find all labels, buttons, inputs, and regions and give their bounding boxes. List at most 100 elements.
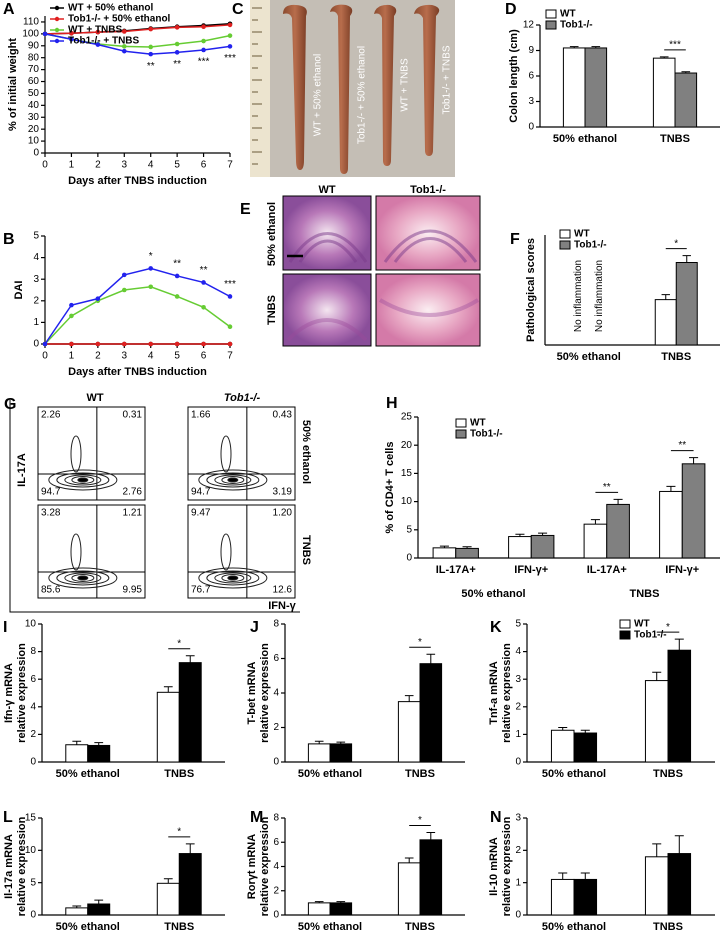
bar [550,878,575,916]
contour [198,469,268,491]
x-tick-label: TNBS [661,351,691,363]
group-label: 50% ethanol [461,588,525,600]
y-axis-label: T-bet mRNA [246,661,258,724]
point [174,41,180,47]
bar [307,902,331,916]
x-axis-label: Days after TNBS induction [68,366,207,378]
error-bar [185,843,195,854]
y-tick-label: 5 [30,877,36,888]
bar [530,534,555,559]
y-axis-label: Tnf-a mRNA [488,661,500,725]
x-tick-label: IFN-γ+ [665,564,699,576]
point [95,42,101,47]
bar [584,47,608,128]
x-tick-label: IL-17A+ [436,564,476,576]
y-tick-label: 2 [273,885,279,896]
quadrant-value: 2.26 [41,410,61,421]
bar [674,72,698,128]
x-tick-label: TNBS [653,768,683,780]
y-tick-label: 0 [273,757,279,768]
y-axis-label: relative expression [501,816,513,916]
series-line [44,24,231,35]
legend-swatch [455,429,467,439]
error-bar [569,46,579,48]
point [148,51,154,57]
bar [397,862,421,916]
bar [573,732,598,763]
bar [652,57,676,128]
point [121,44,127,49]
y-axis-label: Ifn-γ mRNA [3,663,15,723]
error-bar [674,638,684,651]
point [121,287,127,293]
bar [562,47,586,128]
panel-letter: H [386,395,398,412]
photo-label: WT + 50% ethanol [313,54,324,136]
bar [156,882,180,916]
error-bar [72,905,82,908]
y-tick-label: 25 [401,412,413,423]
significance: ** [200,265,208,276]
significance: * [674,238,678,249]
y-tick-label: 110 [23,17,39,28]
x-tick-label: 7 [227,351,233,362]
x-tick-label: 7 [227,160,233,171]
error-bar [314,740,324,744]
panel-letter: E [240,201,251,218]
axis-label: IL-17A [16,453,28,487]
legend-swatch [619,630,631,640]
histology-image [375,273,481,347]
y-tick-label: 6 [528,71,534,82]
bar [644,680,669,763]
contour [206,570,260,586]
contour [206,472,260,488]
significance: * [177,638,181,649]
axis-label: IFN-γ [268,600,296,612]
x-tick-label: 4 [148,351,154,362]
quadrant-value: 2.76 [123,487,143,498]
x-tick-label: 50% ethanol [56,921,120,933]
point [148,26,154,32]
x-tick-label: 0 [42,160,48,171]
x-tick-label: 5 [174,351,180,362]
legend-swatch [559,240,571,250]
error-bar [591,46,601,48]
bar [455,547,479,559]
y-tick-label: 8 [273,813,279,824]
point [69,341,74,347]
error-bar [613,498,623,505]
error-bar [661,294,670,300]
panel-letter: N [490,809,502,826]
x-tick-label: TNBS [164,768,194,780]
error-bar [666,485,676,492]
x-tick-label: TNBS [653,921,683,933]
error-bar [426,653,436,664]
y-tick-label: 90 [28,40,40,51]
significance: ** [603,482,611,493]
point [174,50,180,55]
bar [654,299,677,346]
y-axis-label: Il-17a mRNA [3,834,15,899]
y-tick-label: 3 [515,674,521,685]
error-bar [652,843,662,857]
error-bar [682,255,691,263]
point [201,304,206,310]
bar [583,523,608,559]
legend-label: Tob1-/- [560,20,593,31]
panel-letter: A [3,1,15,18]
y-tick-label: 15 [25,813,37,824]
significance: * [177,827,181,838]
contour [64,572,102,584]
quadrant-value: 94.7 [191,487,211,498]
y-tick-label: 4 [30,701,36,712]
bar [178,853,202,916]
y-tick-label: 2 [30,729,36,740]
x-tick-label: 50% ethanol [542,921,606,933]
point [42,341,48,347]
photo-label: WT + TNBS [400,58,411,112]
point [95,29,101,35]
panel-letter: J [250,619,259,636]
y-axis-label: relative expression [16,643,28,743]
y-axis-label: Rorγt mRNA [246,834,258,899]
contour [64,474,102,486]
